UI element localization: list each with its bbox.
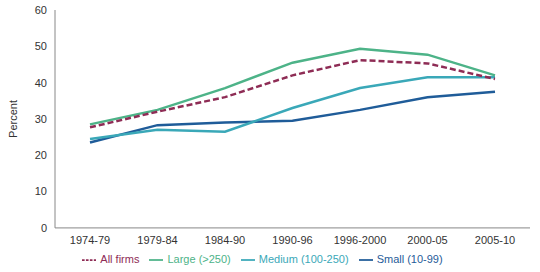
svg-text:50: 50: [35, 40, 47, 52]
svg-text:2005-10: 2005-10: [475, 234, 515, 246]
svg-text:0: 0: [41, 222, 47, 234]
svg-text:60: 60: [35, 4, 47, 16]
html-text:Large (>250): Large (>250): [167, 252, 231, 265]
svg-text:Percent: Percent: [8, 100, 19, 138]
svg-text:40: 40: [35, 77, 47, 89]
svg-text:20: 20: [35, 149, 47, 161]
svg-text:1984-90: 1984-90: [205, 234, 245, 246]
svg-text:1990-96: 1990-96: [272, 234, 312, 246]
html-text:Medium (100-250): Medium (100-250): [258, 252, 349, 265]
svg-text:1974-79: 1974-79: [70, 234, 110, 246]
svg-text:1996-2000: 1996-2000: [334, 234, 387, 246]
svg-text:10: 10: [35, 185, 47, 197]
html-text:Small (10-99): Small (10-99): [376, 252, 443, 265]
svg-text:1979-84: 1979-84: [137, 234, 177, 246]
svg-text:2000-05: 2000-05: [407, 234, 447, 246]
svg-text:30: 30: [35, 113, 47, 125]
html-text:All firms: All firms: [100, 252, 140, 265]
